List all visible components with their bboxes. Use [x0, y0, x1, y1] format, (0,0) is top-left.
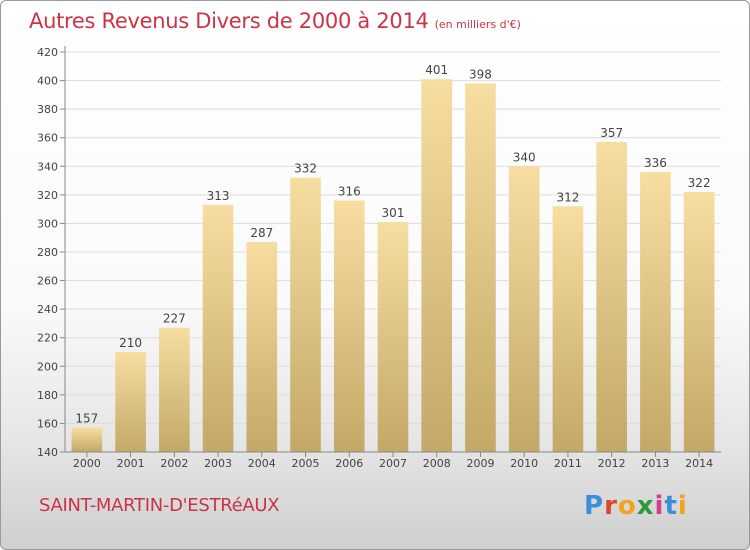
bar — [508, 166, 540, 453]
x-tick-label: 2011 — [554, 457, 582, 470]
x-tick-label: 2012 — [598, 457, 626, 470]
data-label: 322 — [688, 176, 711, 190]
y-tick-label: 260 — [37, 275, 58, 288]
data-label: 287 — [250, 226, 273, 240]
x-tick-label: 2000 — [73, 457, 101, 470]
proxiti-logo: Proxiti — [584, 491, 688, 521]
data-label: 157 — [75, 412, 98, 426]
bar — [333, 200, 365, 452]
data-label: 357 — [600, 126, 623, 140]
data-label: 312 — [556, 190, 579, 204]
bar — [202, 204, 234, 452]
y-tick-label: 320 — [37, 189, 58, 202]
logo-letter: o — [617, 491, 637, 521]
bar — [465, 83, 496, 452]
data-label: 336 — [644, 156, 667, 170]
data-label: 227 — [163, 312, 186, 326]
y-tick-label: 180 — [37, 389, 58, 402]
x-tick-label: 2009 — [466, 457, 494, 470]
y-tick-label: 280 — [37, 246, 58, 259]
y-axis-ticks: 140 160 180 200 220 240 260 280 300 320 340 360 380 4… — [37, 46, 65, 459]
y-tick-label: 160 — [37, 417, 58, 430]
x-tick-label: 2013 — [641, 457, 669, 470]
bar — [596, 142, 627, 452]
x-tick-label: 2001 — [117, 457, 145, 470]
x-tick-label: 2002 — [160, 457, 188, 470]
y-tick-label: 360 — [37, 132, 58, 145]
logo-letter: P — [584, 491, 605, 521]
x-axis-ticks: 2000 2001 2002 2003 2004 2005 2006 2007 2008 2009… — [73, 452, 713, 470]
x-tick-label: 2007 — [379, 457, 407, 470]
data-label: 332 — [294, 162, 317, 176]
data-label: 301 — [382, 206, 405, 220]
bar — [246, 242, 278, 452]
data-label: 398 — [469, 67, 492, 81]
chart-title-text: Autres Revenus Divers de 2000 à 2014 — [29, 9, 429, 33]
x-tick-label: 2006 — [335, 457, 363, 470]
data-labels: 157 210 227 313 287 332 316 301 401 398 340 312 357 3… — [75, 63, 710, 426]
logo-letter: t — [664, 491, 678, 521]
data-label: 340 — [513, 150, 536, 164]
commune-name: SAINT-MARTIN-D'ESTRéAUX — [39, 495, 280, 516]
y-tick-label: 200 — [37, 360, 58, 373]
data-label: 313 — [207, 189, 230, 203]
logo-letter: i — [677, 491, 688, 521]
axes — [64, 46, 721, 453]
y-tick-label: 380 — [37, 103, 58, 116]
bar — [71, 427, 103, 452]
data-label: 210 — [119, 336, 142, 350]
y-tick-label: 400 — [37, 75, 58, 88]
y-tick-label: 240 — [37, 303, 58, 316]
bar-chart: 140 160 180 200 220 240 260 280 300 320 340 360 380 4… — [37, 46, 721, 470]
y-tick-label: 220 — [37, 332, 58, 345]
bars — [71, 79, 715, 453]
data-label: 401 — [425, 63, 448, 77]
y-tick-label: 420 — [37, 46, 58, 59]
bar — [683, 192, 715, 452]
bar — [377, 222, 409, 452]
chart-unit: (en milliers d'€) — [434, 18, 521, 31]
x-tick-label: 2005 — [292, 457, 320, 470]
bar — [115, 352, 146, 452]
bar — [159, 327, 190, 452]
data-label: 316 — [338, 185, 361, 199]
logo-letter: i — [654, 491, 665, 521]
y-tick-label: 140 — [37, 446, 58, 459]
x-tick-label: 2014 — [685, 457, 713, 470]
bar — [290, 177, 321, 452]
bar — [421, 79, 453, 453]
x-tick-label: 2010 — [510, 457, 538, 470]
chart-title: Autres Revenus Divers de 2000 à 2014 (en … — [29, 9, 521, 33]
y-tick-label: 340 — [37, 160, 58, 173]
bar — [552, 206, 584, 452]
x-tick-label: 2003 — [204, 457, 232, 470]
bar — [640, 172, 671, 452]
y-tick-label: 300 — [37, 217, 58, 230]
logo-letter: r — [604, 491, 618, 521]
x-tick-label: 2004 — [248, 457, 276, 470]
x-tick-label: 2008 — [423, 457, 451, 470]
logo-letter: x — [636, 491, 655, 521]
